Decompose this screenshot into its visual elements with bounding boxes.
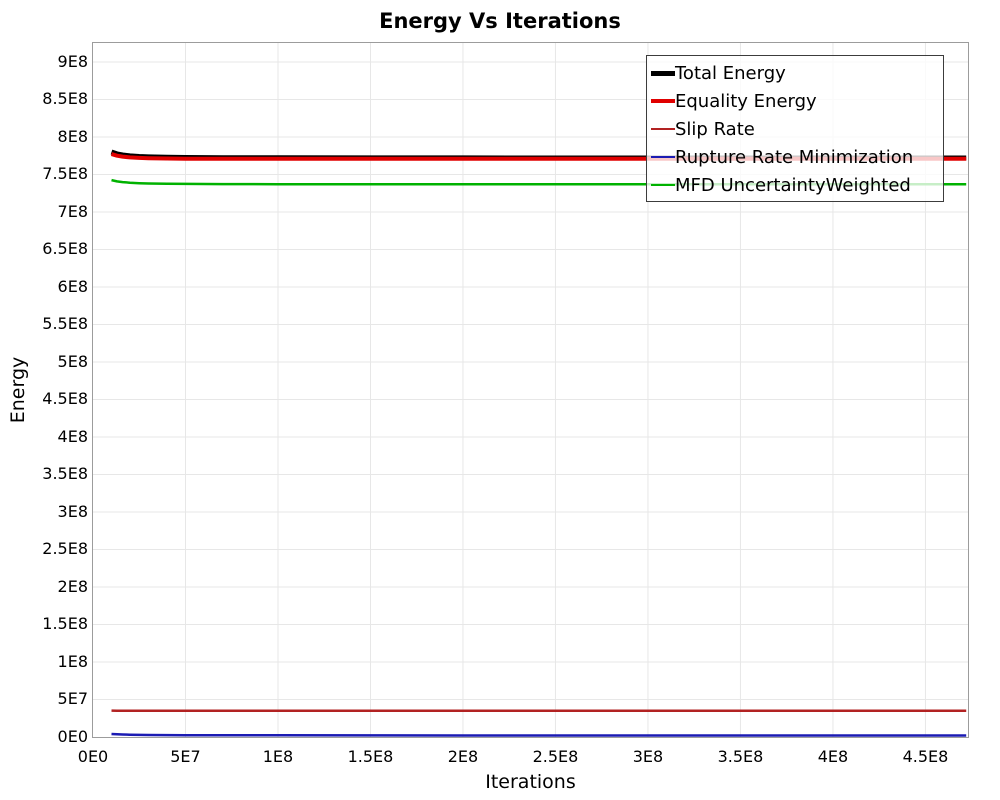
x-tick-label: 4.5E8 [902, 747, 949, 766]
x-tick-label: 4E8 [817, 747, 849, 766]
x-tick-label: 0E0 [77, 747, 109, 766]
x-tick-label: 2.5E8 [532, 747, 579, 766]
x-tick-label: 3.5E8 [717, 747, 764, 766]
x-tick-label: 5E7 [170, 747, 201, 766]
plot-area: Total Energy Equality Energy Slip Rate R… [92, 42, 969, 738]
y-tick-label: 6E8 [57, 276, 88, 296]
y-tick-label: 4.5E8 [42, 389, 88, 409]
legend-item: Rupture Rate Minimization [651, 143, 943, 171]
y-tick-label: 3.5E8 [42, 464, 88, 484]
legend-swatch [651, 99, 675, 103]
y-tick-label: 4E8 [57, 426, 88, 446]
legend-label: Rupture Rate Minimization [675, 146, 914, 168]
legend-label: Equality Energy [675, 90, 817, 112]
legend-item: Slip Rate [651, 115, 943, 143]
y-tick-label: 8E8 [57, 126, 88, 146]
x-tick-label: 1E8 [262, 747, 294, 766]
chart-title: Energy Vs Iterations [379, 9, 621, 33]
y-tick-label: 2.5E8 [42, 539, 88, 559]
y-tick-label: 7E8 [57, 201, 88, 221]
legend-item: Total Energy [651, 59, 943, 87]
legend-swatch [651, 70, 675, 76]
y-tick-label: 1.5E8 [42, 614, 88, 634]
y-tick-label: 1E8 [57, 651, 88, 671]
y-tick-label: 0E0 [57, 727, 88, 746]
legend-label: MFD UncertaintyWeighted [675, 174, 911, 196]
x-tick-label: 3E8 [632, 747, 664, 766]
y-tick-label: 3E8 [57, 501, 88, 521]
legend-swatch [651, 183, 675, 187]
legend: Total Energy Equality Energy Slip Rate R… [646, 55, 944, 202]
legend-swatch [651, 127, 675, 131]
y-tick-label: 5.5E8 [42, 314, 88, 334]
y-tick-label: 6.5E8 [42, 239, 88, 259]
legend-item: Equality Energy [651, 87, 943, 115]
y-tick-label: 7.5E8 [42, 164, 88, 184]
y-tick-label: 5E7 [57, 689, 88, 709]
x-tick-label: 2E8 [447, 747, 479, 766]
series-line [111, 732, 967, 737]
y-tick-label: 9E8 [57, 51, 88, 71]
y-tick-label: 8.5E8 [42, 89, 88, 109]
legend-swatch [651, 155, 675, 159]
y-tick-label: 2E8 [57, 576, 88, 596]
legend-label: Slip Rate [675, 118, 755, 140]
x-axis-label: Iterations [485, 771, 576, 793]
y-tick-label: 5E8 [57, 351, 88, 371]
legend-item: MFD UncertaintyWeighted [651, 171, 943, 199]
legend-label: Total Energy [675, 62, 786, 84]
x-tick-label: 1.5E8 [347, 747, 394, 766]
